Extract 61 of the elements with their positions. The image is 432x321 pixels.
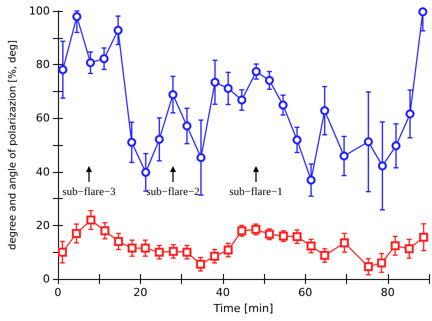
point xyxy=(154,134,164,144)
point xyxy=(127,138,136,147)
point xyxy=(196,153,206,162)
point xyxy=(140,244,150,253)
point xyxy=(306,242,316,251)
point xyxy=(364,262,373,272)
point xyxy=(154,248,164,257)
point xyxy=(168,246,178,256)
point xyxy=(224,246,233,255)
point xyxy=(252,67,261,76)
point xyxy=(404,244,414,254)
point xyxy=(128,244,137,253)
y-axis-title: degree and angle of polarizazion [%, deg] xyxy=(8,40,18,250)
point xyxy=(141,168,150,177)
point xyxy=(224,84,233,93)
point xyxy=(168,90,178,100)
point xyxy=(278,100,288,110)
x-tick-label: 0 xyxy=(54,286,62,299)
point xyxy=(182,248,192,257)
annotation: sub−flare−2 xyxy=(146,186,200,198)
y-tick-label: 40 xyxy=(36,165,50,178)
point xyxy=(86,58,95,68)
point xyxy=(406,109,415,118)
point xyxy=(292,135,302,144)
point xyxy=(364,137,373,146)
x-tick-label: 80 xyxy=(380,286,395,299)
point xyxy=(390,241,400,250)
annotation: sub−flare−1 xyxy=(229,186,283,198)
x-tick-label: 60 xyxy=(298,286,312,299)
point xyxy=(100,54,109,64)
point xyxy=(418,7,428,16)
annotation: sub−flare−3 xyxy=(62,186,116,198)
point xyxy=(196,260,206,269)
point xyxy=(264,76,274,85)
point xyxy=(292,232,302,242)
point xyxy=(419,232,428,242)
point xyxy=(72,228,81,238)
x-tick-label: 20 xyxy=(133,286,148,299)
point xyxy=(340,238,349,248)
x-tick-label: 40 xyxy=(216,286,230,299)
point xyxy=(114,26,123,35)
point xyxy=(340,151,349,160)
point xyxy=(86,216,96,225)
point xyxy=(320,106,330,116)
y-tick-label: 80 xyxy=(36,58,50,72)
y-tick-label: 0 xyxy=(42,272,50,286)
point xyxy=(210,78,220,87)
point xyxy=(114,236,124,246)
y-tick-label: 20 xyxy=(36,218,50,232)
point xyxy=(306,176,316,185)
y-tick-label: 100 xyxy=(28,4,50,18)
point xyxy=(237,95,246,104)
point xyxy=(182,121,192,130)
point xyxy=(392,141,401,150)
point xyxy=(320,250,330,260)
y-tick-label: 60 xyxy=(36,112,50,125)
point xyxy=(210,252,220,261)
point xyxy=(100,226,110,236)
x-axis-title: Time [min] xyxy=(212,302,274,315)
point xyxy=(378,161,387,170)
point xyxy=(377,258,386,268)
